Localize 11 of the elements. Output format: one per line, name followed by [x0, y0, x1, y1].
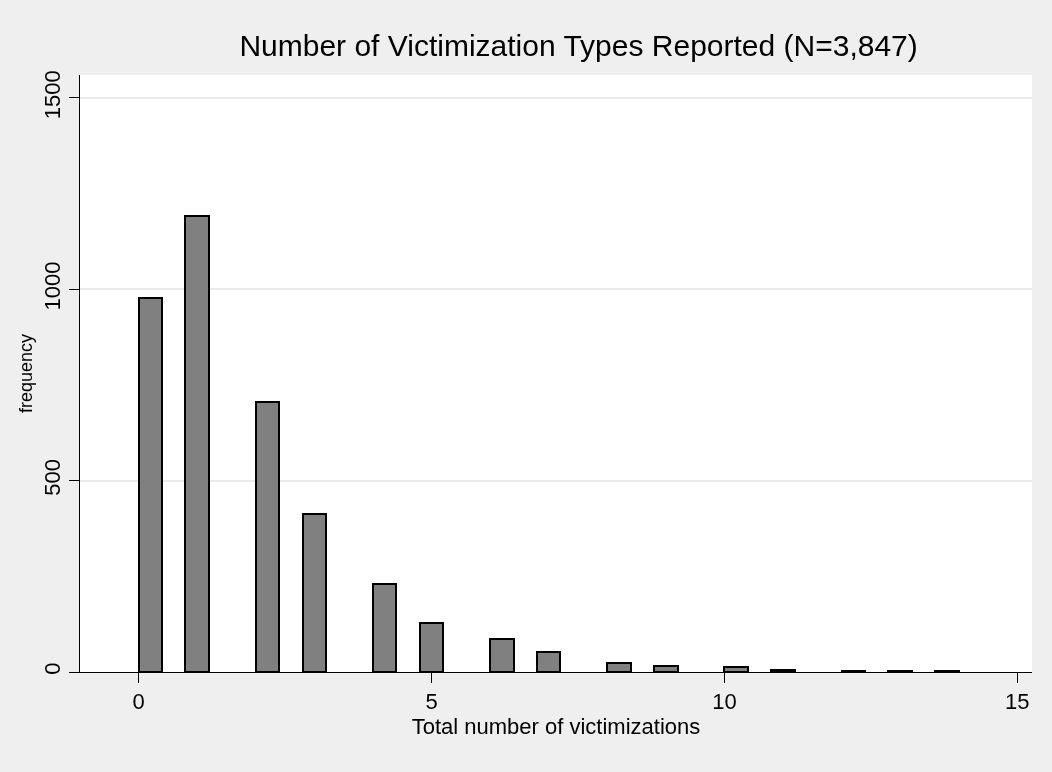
x-axis-title: Total number of victimizations: [411, 714, 701, 740]
x-tick-label: 5: [425, 689, 438, 715]
y-tick-label: 500: [40, 458, 66, 496]
y-axis-title: frequency: [16, 333, 37, 414]
y-tick-label: 0: [40, 662, 66, 675]
x-tick-label: 15: [1005, 689, 1030, 715]
y-tick-label: 1000: [40, 261, 66, 311]
chart-title: Number of Victimization Types Reported (N=3,847): [239, 28, 918, 62]
x-tick-label: 0: [132, 689, 145, 715]
x-tick-label: 10: [712, 689, 737, 715]
y-tick-label: 1500: [40, 70, 66, 120]
